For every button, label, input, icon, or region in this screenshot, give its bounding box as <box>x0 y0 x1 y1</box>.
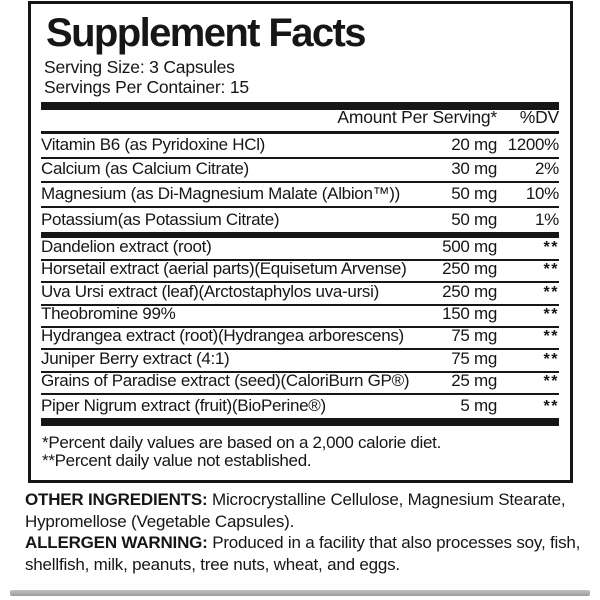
ingredient-dv: ** <box>543 283 559 301</box>
ingredient-row: Vitamin B6 (as Pyridoxine HCl) 20 mg 1200% <box>41 134 559 159</box>
ingredient-amount: 250 mg <box>442 281 497 301</box>
herbal-extracts-group: Dandelion extract (root) 500 mg ** Horsetai… <box>41 236 559 417</box>
other-ingredients-text: Microcrystalline Cellulose, Magnesium St… <box>25 490 566 531</box>
ingredient-dv: ** <box>543 261 559 279</box>
ingredient-amount: 50 mg <box>451 183 497 203</box>
ingredient-dv: ** <box>543 373 559 391</box>
ingredient-amount: 250 mg <box>442 259 497 279</box>
ingredient-name: Potassium(as Potassium Citrate) <box>41 210 280 230</box>
divider-thick-middle <box>41 232 559 239</box>
panel-title: Supplement Facts <box>46 11 367 55</box>
ingredient-name: Uva Ursi extract (leaf)(Arctostaphylos u… <box>41 281 379 301</box>
ingredient-name: Dandelion extract (root) <box>41 236 212 256</box>
footnote-daily-values: *Percent daily values are based on a 2,0… <box>42 432 442 452</box>
ingredient-amount: 20 mg <box>451 134 497 154</box>
ingredient-row: Juniper Berry extract (4:1) 75 mg ** <box>41 348 559 373</box>
ingredient-amount: 30 mg <box>451 159 497 179</box>
ingredient-amount: 50 mg <box>451 210 497 230</box>
divider-thick-top <box>41 102 559 110</box>
ingredient-name: Calcium (as Calcium Citrate) <box>41 159 249 179</box>
ingredient-name: Hydrangea extract (root)(Hydrangea arbor… <box>41 326 404 346</box>
ingredient-name: Grains of Paradise extract (seed)(Calori… <box>41 371 410 391</box>
other-ingredients-label: OTHER INGREDIENTS: <box>25 490 208 509</box>
percent-dv-header: %DV <box>519 107 559 127</box>
servings-per-container: Servings Per Container: 15 <box>44 76 249 97</box>
ingredient-dv: 1200% <box>507 134 560 154</box>
ingredient-row: Piper Nigrum extract (fruit)(BioPerine®)… <box>41 395 559 417</box>
ingredient-row: Horsetail extract (aerial parts)(Equiset… <box>41 259 559 284</box>
ingredient-amount: 75 mg <box>451 348 497 368</box>
allergen-warning-text: Produced in a facility that also process… <box>25 533 581 574</box>
ingredient-row: Dandelion extract (root) 500 mg ** <box>41 236 559 261</box>
ingredient-amount: 5 mg <box>460 395 497 415</box>
ingredient-dv: ** <box>543 305 559 323</box>
ingredient-amount: 25 mg <box>451 371 497 391</box>
ingredient-dv: 1% <box>535 210 559 230</box>
other-ingredients: OTHER INGREDIENTS: Microcrystalline Cell… <box>25 489 587 532</box>
ingredient-amount: 150 mg <box>442 303 497 323</box>
ingredient-row: Potassium(as Potassium Citrate) 50 mg 1% <box>41 208 559 233</box>
ingredient-row: Hydrangea extract (root)(Hydrangea arbor… <box>41 326 559 351</box>
ingredient-amount: 75 mg <box>451 326 497 346</box>
amount-per-serving-header: Amount Per Serving* <box>337 107 497 127</box>
serving-info: Serving Size: 3 Capsules Servings Per Co… <box>44 57 559 97</box>
allergen-warning: ALLERGEN WARNING: Produced in a facility… <box>25 532 587 575</box>
ingredient-name: Juniper Berry extract (4:1) <box>41 348 230 368</box>
ingredient-name: Magnesium (as Di-Magnesium Malate (Albio… <box>41 183 401 203</box>
table-header-row: Amount Per Serving* %DV <box>41 107 559 134</box>
ingredient-row: Magnesium (as Di-Magnesium Malate (Albio… <box>41 183 559 208</box>
divider-thick-bottom <box>41 417 559 426</box>
ingredient-dv: 10% <box>525 183 559 203</box>
serving-size: Serving Size: 3 Capsules <box>44 57 235 77</box>
ingredient-name: Horsetail extract (aerial parts)(Equiset… <box>41 259 407 279</box>
ingredient-name: Vitamin B6 (as Pyridoxine HCl) <box>41 134 266 154</box>
bottom-text-block: OTHER INGREDIENTS: Microcrystalline Cell… <box>25 489 587 575</box>
allergen-warning-label: ALLERGEN WARNING: <box>25 533 208 552</box>
supplement-facts-panel: Supplement Facts Serving Size: 3 Capsule… <box>28 1 573 483</box>
ingredient-dv: ** <box>543 350 559 368</box>
vitamins-minerals-group: Vitamin B6 (as Pyridoxine HCl) 20 mg 1200%… <box>41 134 559 232</box>
ingredient-name: Piper Nigrum extract (fruit)(BioPerine®) <box>41 395 326 415</box>
bottom-gray-bar <box>10 590 590 596</box>
footnote-not-established: **Percent daily value not established. <box>42 451 312 470</box>
ingredient-row: Calcium (as Calcium Citrate) 30 mg 2% <box>41 159 559 184</box>
ingredient-dv: ** <box>543 328 559 346</box>
ingredient-amount: 500 mg <box>442 236 497 256</box>
ingredient-row: Theobromine 99% 150 mg ** <box>41 303 559 328</box>
ingredient-name: Theobromine 99% <box>41 303 176 323</box>
ingredient-row: Uva Ursi extract (leaf)(Arctostaphylos u… <box>41 281 559 306</box>
ingredient-dv: 2% <box>535 159 559 179</box>
footnotes: *Percent daily values are based on a 2,0… <box>41 426 559 471</box>
ingredient-dv: ** <box>543 238 559 256</box>
ingredient-dv: ** <box>543 397 559 415</box>
ingredient-row: Grains of Paradise extract (seed)(Calori… <box>41 371 559 396</box>
